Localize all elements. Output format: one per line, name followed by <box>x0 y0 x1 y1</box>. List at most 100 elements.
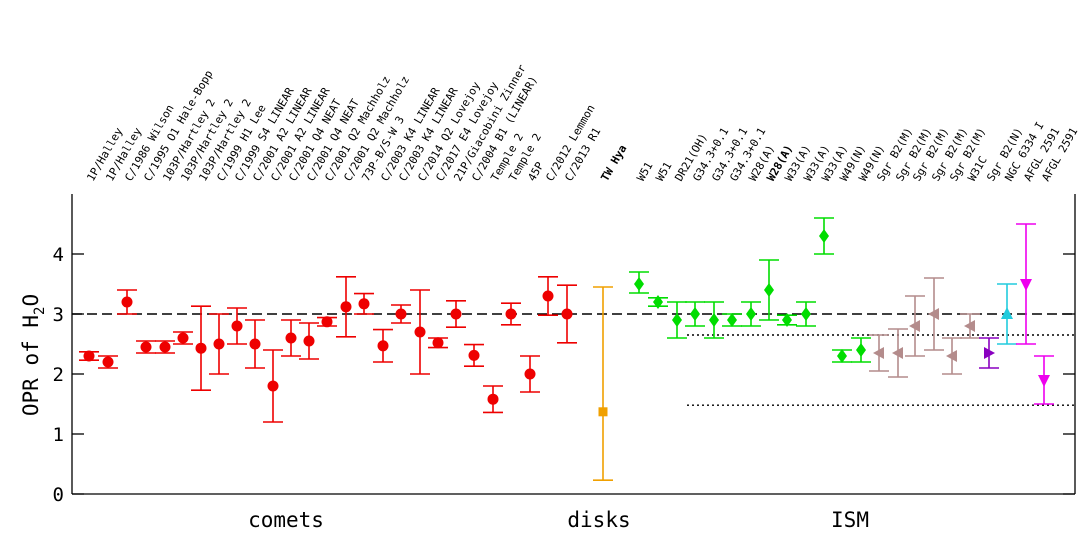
y-tick-label: 1 <box>53 424 64 446</box>
point-marker <box>892 347 903 359</box>
point-marker <box>653 295 663 309</box>
point-marker <box>964 320 975 332</box>
y-axis-label: OPR of H2O <box>19 294 48 416</box>
point-marker <box>837 349 847 363</box>
data-point <box>227 307 247 345</box>
data-point <box>317 316 337 328</box>
point-marker <box>358 298 370 310</box>
point-marker <box>598 407 608 417</box>
data-point <box>629 271 649 294</box>
data-point <box>814 217 834 255</box>
point-label: W51 <box>653 160 674 184</box>
point-marker <box>285 332 297 344</box>
point-marker <box>819 229 829 243</box>
point-marker <box>984 347 995 359</box>
point-marker <box>140 341 152 353</box>
group-labels: comets disks ISM <box>248 508 869 532</box>
data-point <box>777 313 797 327</box>
data-point <box>354 292 374 315</box>
point-marker <box>450 308 462 320</box>
point-marker <box>177 332 189 344</box>
data-point <box>648 295 668 309</box>
point-marker <box>249 338 261 350</box>
data-point <box>281 319 301 357</box>
data-point <box>1016 223 1036 345</box>
point-marker <box>321 316 333 328</box>
data-point <box>336 275 356 338</box>
data-point <box>483 385 503 414</box>
data-point <box>851 337 871 363</box>
data-point <box>299 322 319 360</box>
data-marks <box>79 217 1054 482</box>
data-point <box>704 301 724 339</box>
point-marker <box>159 341 171 353</box>
data-point <box>722 313 742 327</box>
point-marker <box>195 342 207 354</box>
group-label: comets <box>248 508 324 532</box>
data-point <box>538 275 558 317</box>
point-marker <box>1038 375 1050 387</box>
data-point <box>520 355 540 393</box>
point-marker <box>672 313 682 327</box>
point-marker <box>267 380 279 392</box>
point-marker <box>946 350 957 362</box>
point-marker <box>395 308 407 320</box>
data-point <box>557 284 577 344</box>
point-marker <box>746 307 756 321</box>
data-point <box>924 277 944 351</box>
data-point <box>905 295 925 357</box>
point-marker <box>83 350 95 362</box>
data-point <box>98 355 118 369</box>
point-marker <box>782 313 792 327</box>
data-point <box>155 340 175 354</box>
group-label: ISM <box>831 508 869 532</box>
point-marker <box>487 393 499 405</box>
data-point <box>832 349 852 363</box>
group-label: disks <box>567 508 630 532</box>
data-point <box>593 286 613 482</box>
point-marker <box>561 308 573 320</box>
data-point <box>997 283 1017 345</box>
point-marker <box>121 296 133 308</box>
data-point <box>741 301 761 327</box>
point-marker <box>856 343 866 357</box>
data-point <box>979 337 999 369</box>
point-marker <box>1001 307 1013 319</box>
point-marker <box>414 326 426 338</box>
point-marker <box>213 338 225 350</box>
data-point <box>136 340 156 354</box>
data-point <box>117 289 137 315</box>
point-marker <box>727 313 737 327</box>
data-point <box>942 337 962 375</box>
data-point <box>373 328 393 363</box>
point-marker <box>432 337 444 349</box>
point-marker <box>928 308 939 320</box>
data-point <box>391 304 411 324</box>
point-marker <box>709 313 719 327</box>
data-point <box>191 305 211 392</box>
point-marker <box>801 307 811 321</box>
point-marker <box>468 349 480 361</box>
point-marker <box>340 301 352 313</box>
point-marker <box>524 368 536 380</box>
reference-lines <box>72 313 1075 406</box>
point-marker <box>542 290 554 302</box>
data-point <box>685 301 705 327</box>
data-point <box>1034 355 1054 405</box>
data-point <box>796 301 816 327</box>
point-marker <box>909 320 920 332</box>
point-marker <box>102 356 114 368</box>
y-tick-label: 3 <box>53 304 64 326</box>
y-tick-label: 4 <box>53 244 64 266</box>
data-point <box>464 343 484 368</box>
data-point <box>410 289 430 375</box>
y-tick-label: 0 <box>53 484 64 506</box>
point-marker <box>505 308 517 320</box>
point-marker <box>634 277 644 291</box>
point-marker <box>231 320 243 332</box>
axes: 0 1 2 3 4 <box>53 194 1076 506</box>
point-marker <box>764 283 774 297</box>
point-marker <box>377 340 389 352</box>
